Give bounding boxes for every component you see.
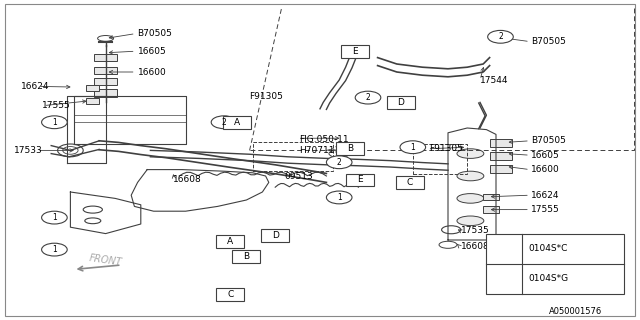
Text: 1: 1 (502, 244, 507, 253)
Text: 16600: 16600 (138, 68, 166, 76)
Ellipse shape (457, 194, 484, 203)
Text: 0104S*G: 0104S*G (529, 274, 569, 283)
Bar (346, 173, 374, 186)
Bar (336, 142, 364, 155)
Circle shape (211, 116, 237, 129)
Text: B70505: B70505 (531, 37, 566, 46)
Circle shape (400, 141, 426, 154)
Bar (490, 165, 512, 173)
Circle shape (493, 273, 516, 284)
Text: D: D (272, 231, 278, 240)
Bar (94, 78, 117, 85)
Text: 16605: 16605 (531, 151, 560, 160)
Text: 17555: 17555 (531, 205, 560, 214)
Text: A: A (234, 118, 240, 127)
Text: H707111: H707111 (300, 146, 340, 155)
Text: 16624: 16624 (20, 82, 49, 91)
Circle shape (326, 191, 352, 204)
Text: B70505: B70505 (531, 136, 566, 145)
Bar (216, 235, 244, 248)
Text: 16608: 16608 (173, 175, 202, 184)
Circle shape (42, 211, 67, 224)
Text: 16624: 16624 (531, 191, 560, 200)
Bar (490, 139, 512, 147)
Text: FRONT: FRONT (88, 253, 123, 268)
Text: 09513: 09513 (285, 172, 314, 180)
Text: 16600: 16600 (531, 165, 560, 174)
Text: 17533: 17533 (14, 146, 43, 155)
Circle shape (355, 91, 381, 104)
Text: 2: 2 (498, 32, 503, 41)
Text: B: B (347, 144, 353, 153)
Ellipse shape (457, 171, 484, 181)
Text: A050001576: A050001576 (549, 307, 603, 316)
Ellipse shape (457, 149, 484, 158)
Text: 16608: 16608 (461, 242, 490, 251)
Circle shape (326, 156, 352, 169)
Bar (253, 142, 333, 171)
Text: 17544: 17544 (480, 76, 509, 84)
Bar (486, 234, 624, 294)
Text: 2: 2 (221, 118, 227, 127)
Text: 2: 2 (365, 93, 371, 102)
Text: 1: 1 (52, 118, 57, 127)
Circle shape (42, 243, 67, 256)
Bar (490, 152, 512, 160)
Bar (223, 116, 251, 129)
Text: E: E (353, 47, 358, 56)
Bar (413, 144, 467, 174)
Circle shape (488, 30, 513, 43)
Text: FIG.050-11: FIG.050-11 (300, 135, 349, 144)
Bar (94, 89, 117, 97)
Text: B: B (243, 252, 250, 261)
Text: F91305: F91305 (429, 144, 463, 153)
Ellipse shape (457, 216, 484, 226)
Bar (261, 229, 289, 242)
Text: 1: 1 (337, 193, 342, 202)
Bar (216, 288, 244, 301)
Circle shape (42, 116, 67, 129)
Text: 16605: 16605 (138, 47, 166, 56)
Text: 2: 2 (502, 274, 507, 283)
Text: 17535: 17535 (461, 226, 490, 235)
Bar (86, 98, 99, 104)
Bar (94, 54, 117, 61)
Text: 17555: 17555 (42, 101, 70, 110)
Text: 1: 1 (410, 143, 415, 152)
Text: 1: 1 (52, 213, 57, 222)
Text: A: A (227, 237, 234, 246)
Text: C: C (227, 290, 234, 299)
Bar (86, 85, 99, 91)
Bar (396, 176, 424, 189)
Bar (387, 96, 415, 109)
Text: 2: 2 (337, 158, 342, 167)
Bar (483, 194, 499, 200)
Bar (232, 250, 260, 263)
Bar (483, 206, 499, 213)
Circle shape (493, 243, 516, 254)
Text: 0104S*C: 0104S*C (529, 244, 568, 253)
Text: E: E (358, 175, 363, 184)
Text: 1: 1 (52, 245, 57, 254)
Text: B70505: B70505 (138, 29, 172, 38)
Text: F91305: F91305 (250, 92, 284, 100)
Bar (94, 67, 117, 74)
Text: C: C (406, 178, 413, 187)
Bar (341, 45, 369, 58)
Text: D: D (397, 98, 404, 107)
